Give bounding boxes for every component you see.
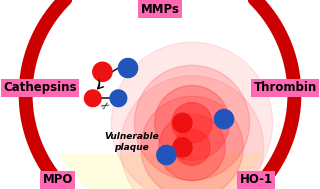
- Polygon shape: [173, 138, 192, 157]
- Polygon shape: [93, 62, 112, 81]
- Text: ✂: ✂: [99, 98, 112, 111]
- Polygon shape: [214, 109, 234, 129]
- Text: MMPs: MMPs: [140, 3, 180, 16]
- Polygon shape: [141, 96, 243, 189]
- Text: Vulnerable
plaque: Vulnerable plaque: [104, 132, 159, 152]
- Text: HO-1: HO-1: [239, 173, 273, 186]
- Polygon shape: [120, 76, 264, 189]
- Polygon shape: [173, 113, 192, 132]
- Polygon shape: [174, 129, 210, 165]
- Text: Cathepsins: Cathepsins: [3, 81, 77, 94]
- Polygon shape: [159, 114, 225, 181]
- Polygon shape: [172, 103, 212, 143]
- Text: Thrombin: Thrombin: [253, 81, 317, 94]
- Polygon shape: [110, 90, 127, 107]
- Polygon shape: [118, 58, 138, 78]
- Polygon shape: [111, 42, 273, 189]
- Polygon shape: [26, 0, 294, 189]
- Polygon shape: [58, 154, 262, 189]
- Polygon shape: [155, 85, 229, 160]
- Polygon shape: [84, 90, 101, 107]
- Polygon shape: [157, 145, 176, 165]
- Text: MPO: MPO: [43, 173, 73, 186]
- Polygon shape: [134, 65, 250, 180]
